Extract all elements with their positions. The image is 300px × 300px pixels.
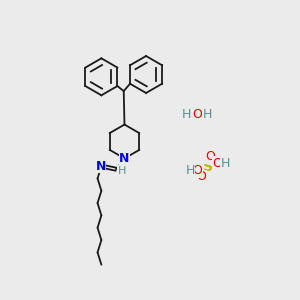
Text: O: O	[193, 108, 202, 121]
Text: H: H	[185, 164, 195, 177]
Text: H: H	[221, 157, 230, 169]
Text: H: H	[182, 108, 191, 121]
Text: O: O	[193, 164, 202, 177]
Text: N: N	[119, 152, 130, 165]
Text: O: O	[213, 157, 223, 169]
Text: O: O	[205, 150, 215, 164]
Text: H: H	[118, 166, 126, 176]
Text: N: N	[95, 160, 106, 172]
Text: O: O	[196, 170, 206, 183]
Text: H: H	[203, 108, 212, 121]
Text: S: S	[203, 160, 213, 174]
